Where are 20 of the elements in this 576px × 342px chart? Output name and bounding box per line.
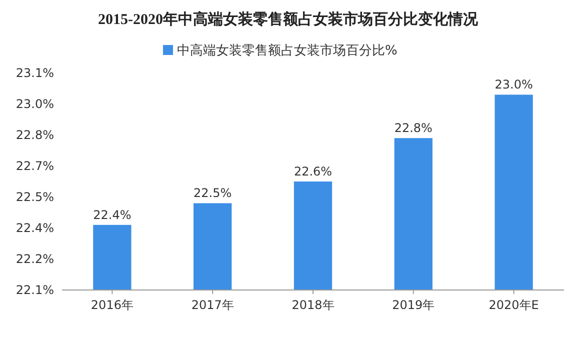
y-tick-label: 22.2% xyxy=(16,252,54,266)
x-tick-label: 2019年 xyxy=(392,298,435,312)
y-tick-label: 22.8% xyxy=(16,128,54,142)
y-tick-label: 23.0% xyxy=(16,97,54,112)
y-tick-label: 22.5% xyxy=(16,190,54,204)
data-label: 23.0% xyxy=(494,78,533,92)
y-tick-label: 23.1% xyxy=(16,66,54,80)
legend-label: 中高端女装零售额占女装市场百分比% xyxy=(177,42,398,58)
x-tick-label: 2017年 xyxy=(191,298,234,312)
data-label: 22.8% xyxy=(394,121,432,136)
y-tick-label: 22.4% xyxy=(16,220,54,235)
data-label: 22.4% xyxy=(93,208,132,222)
data-label: 22.5% xyxy=(194,186,232,200)
x-tick-label: 2018年 xyxy=(292,298,334,312)
y-tick-label: 22.7% xyxy=(16,159,54,174)
x-tick-label: 2016年 xyxy=(90,298,134,312)
chart-title: 2015-2020年中高端女装零售额占女装市场百分比变化情况 xyxy=(98,10,479,28)
data-label: 22.6% xyxy=(294,164,332,178)
x-tick-label: 2020年E xyxy=(488,298,539,312)
y-tick-label: 22.1% xyxy=(16,283,54,297)
